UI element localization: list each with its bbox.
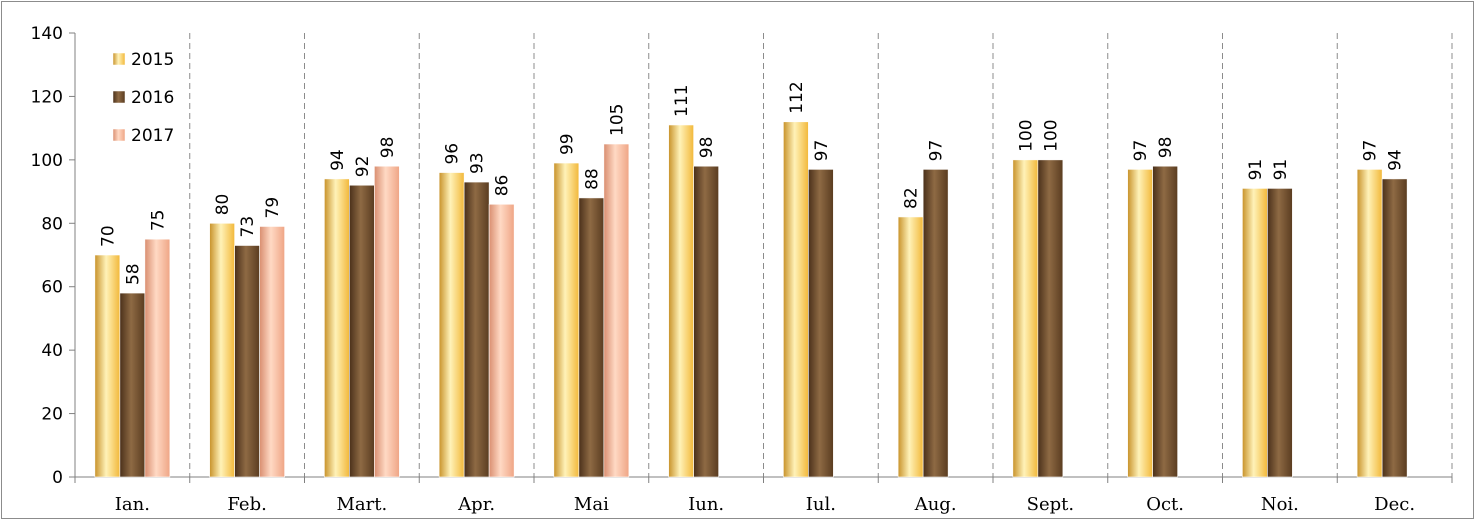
bar-2016 [1152,165,1178,478]
data-label: 92 [353,156,373,178]
data-label: 58 [123,263,143,285]
data-label: 86 [493,175,513,197]
bar-2015 [783,121,809,478]
legend-swatch-2017 [112,128,126,142]
x-category-label: Mart. [337,494,388,515]
bar-2017 [259,226,285,478]
y-tick-label: 60 [41,278,63,298]
legend: 2015 2016 2017 [112,50,174,146]
bar-2017 [144,238,171,478]
data-label: 111 [672,85,692,117]
bar-2016 [1267,188,1293,478]
bar-2015 [1242,188,1268,478]
data-label: 98 [378,137,398,159]
x-category-label: Oct. [1146,494,1184,515]
data-label: 98 [697,137,717,159]
data-label: 98 [1156,137,1176,159]
bar-2015 [324,178,350,478]
bar-2016 [922,169,949,478]
bar-2015 [94,254,121,478]
x-category-labels: Ian. Feb. Mart. Apr. Mai Iun. Iul. Aug. Sept. Oct… [115,494,1415,515]
y-tick-label: 140 [31,24,63,44]
bar-2016 [693,165,719,478]
data-label: 94 [1386,149,1406,171]
legend-swatch-2015 [112,52,126,66]
x-category-label: Apr. [457,494,495,515]
x-category-label: Iul. [806,494,836,515]
data-label: 97 [927,140,947,162]
data-label: 97 [1131,140,1151,162]
data-label: 97 [812,140,832,162]
legend-label: 2015 [131,50,174,70]
y-tick-label: 100 [31,151,63,171]
bar-2016 [808,169,834,478]
bar-2015 [438,172,465,478]
legend-swatch-2016 [112,90,126,104]
x-category-label: Feb. [227,494,266,515]
legend-label: 2017 [131,126,174,146]
bar-2016 [349,184,375,478]
bars [94,121,1408,478]
y-tick-label: 20 [41,405,63,425]
category-separators [189,33,1453,477]
axes [69,32,1453,483]
x-category-label: Dec. [1374,494,1415,515]
bar-2016 [578,197,605,478]
data-label: 97 [1361,140,1381,162]
x-category-label: Ian. [115,494,150,515]
y-tick-label: 0 [52,468,63,488]
bar-2017 [374,165,400,478]
data-label: 100 [1016,119,1036,151]
bar-2015 [1356,169,1383,478]
data-label: 96 [443,143,463,165]
data-label: 73 [238,216,258,238]
x-category-label: Noi. [1261,494,1299,515]
data-label: 75 [148,210,168,232]
data-label: 105 [607,104,627,136]
data-label: 79 [263,197,283,219]
bar-2015 [1012,159,1039,478]
x-category-label: Sept. [1027,494,1074,515]
x-category-label: Aug. [914,494,957,515]
data-label: 91 [1246,159,1266,181]
bar-2015 [1127,169,1153,478]
data-label: 93 [468,152,488,174]
bar-2015 [209,222,235,478]
data-label: 100 [1041,119,1061,151]
data-label: 88 [582,168,602,190]
bar-2016 [1037,159,1064,478]
bar-2016 [119,292,146,478]
legend-label: 2016 [131,88,174,108]
bar-2015 [553,162,580,478]
data-label: 94 [328,149,348,171]
y-tick-labels: 0 20 40 60 80 100 120 140 [31,24,63,488]
data-label: 82 [902,187,922,209]
x-category-label: Iun. [688,494,724,515]
data-label: 99 [557,133,577,155]
y-tick-label: 80 [41,214,63,234]
data-label: 80 [213,194,233,216]
bar-2015 [668,124,694,478]
bar-2017 [488,203,515,478]
y-tick-label: 40 [41,341,63,361]
bar-2016 [234,245,260,478]
bar-2016 [1381,178,1408,478]
data-label: 91 [1271,159,1291,181]
data-label: 112 [787,81,807,113]
y-tick-label: 120 [31,87,63,107]
data-label: 70 [98,225,118,247]
bar-2016 [463,181,490,478]
bar-2017 [603,143,630,478]
bar-2015 [897,216,924,478]
x-category-label: Mai [574,494,609,515]
